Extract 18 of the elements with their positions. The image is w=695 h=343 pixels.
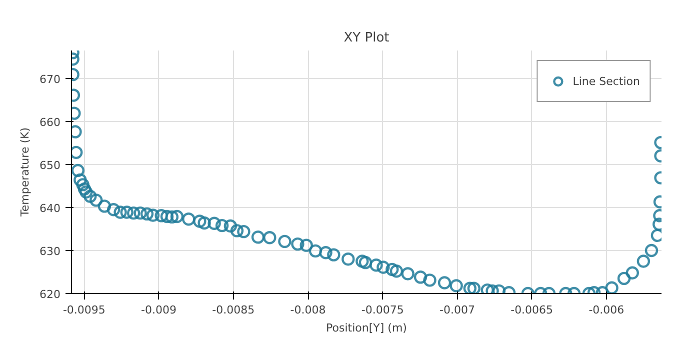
y-tick-label: 630 bbox=[40, 244, 61, 258]
x-tick-label: -0.008 bbox=[290, 304, 326, 316]
y-tick-label: 620 bbox=[40, 288, 61, 301]
x-tick-label: -0.0075 bbox=[361, 304, 404, 316]
x-tick-label: -0.0085 bbox=[212, 304, 255, 316]
x-tick-label: -0.007 bbox=[439, 304, 475, 316]
y-tick-label: 670 bbox=[40, 72, 61, 86]
x-tick-label: -0.0065 bbox=[510, 304, 554, 316]
legend-label: Line Section bbox=[572, 74, 640, 88]
y-tick-label: 650 bbox=[40, 158, 61, 172]
x-tick-label: -0.006 bbox=[588, 304, 624, 316]
x-axis-title: Position[Y] (m) bbox=[326, 322, 407, 334]
chart-title: XY Plot bbox=[344, 30, 390, 46]
y-axis-title: Temperature (K) bbox=[18, 128, 32, 218]
y-tick-label: 660 bbox=[40, 116, 61, 129]
y-tick-label: 640 bbox=[40, 202, 61, 215]
x-tick-label: -0.009 bbox=[141, 304, 177, 316]
x-tick-label: -0.0095 bbox=[62, 304, 106, 316]
